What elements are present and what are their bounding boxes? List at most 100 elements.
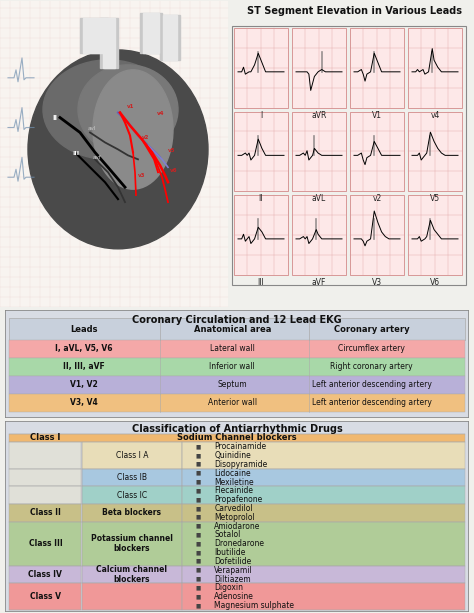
Ellipse shape [28,50,208,249]
Text: Class I A: Class I A [116,451,148,460]
Bar [143,13,159,53]
Text: Coronary Circulation and 12 Lead EKG: Coronary Circulation and 12 Lead EKG [132,315,342,325]
Bar [182,504,465,522]
Text: Disopyramide: Disopyramide [214,460,267,469]
Text: ■: ■ [196,524,201,528]
Text: v1: v1 [127,104,134,109]
Text: Quinidine: Quinidine [214,451,251,460]
Text: V6: V6 [430,278,440,287]
Text: ■: ■ [196,497,201,502]
Text: Dofetilide: Dofetilide [214,557,252,566]
Text: avl: avl [88,126,96,131]
Text: Lateral wall: Lateral wall [210,345,255,354]
Ellipse shape [78,65,178,154]
Text: v5: v5 [168,148,175,153]
Text: Class IB: Class IB [117,473,147,482]
Bar [182,522,465,566]
Text: ■: ■ [196,568,201,573]
Text: Lidocaine: Lidocaine [214,469,251,478]
Bar [83,18,105,53]
Text: Anatomical area: Anatomical area [194,325,271,333]
Text: Magnesium sulphate: Magnesium sulphate [214,601,294,610]
Bar [408,195,462,275]
Text: Verapamil: Verapamil [214,566,253,575]
Text: Left anterior descending artery: Left anterior descending artery [312,380,432,389]
Text: aVF: aVF [312,278,326,287]
Bar [182,584,465,610]
Text: Digoxin: Digoxin [214,584,243,592]
Text: ■: ■ [196,506,201,511]
FancyBboxPatch shape [5,421,469,612]
Bar [350,112,404,191]
Text: ■: ■ [196,585,201,590]
Bar [9,433,465,443]
Text: aVL: aVL [312,194,326,203]
Text: Classification of Antiarrhythmic Drugs: Classification of Antiarrhythmic Drugs [132,424,342,434]
Text: Metoprolol: Metoprolol [214,513,255,522]
Bar [163,15,177,60]
Bar [182,443,465,469]
Bar [408,112,462,191]
Text: Propafenone: Propafenone [214,495,263,504]
Bar [82,487,182,504]
Text: ST Segment Elevation in Various Leads: ST Segment Elevation in Various Leads [247,6,463,16]
Bar [82,469,182,487]
Ellipse shape [43,60,173,159]
Bar [234,28,288,108]
Text: v4: v4 [430,110,440,120]
Bar [100,18,118,68]
Text: v4: v4 [157,110,164,116]
Text: Coronary artery: Coronary artery [334,325,410,333]
Text: Left anterior descending artery: Left anterior descending artery [312,398,432,407]
Bar [0,1,228,306]
Text: ■: ■ [196,559,201,564]
Bar [9,443,82,469]
Bar [9,340,465,358]
Bar [182,487,465,504]
Text: aVR: aVR [311,110,327,120]
Bar [9,318,465,340]
Text: Sodium Channel blockers: Sodium Channel blockers [177,433,297,443]
Bar [9,504,82,522]
Text: Class IV: Class IV [28,570,62,579]
Bar [234,195,288,275]
Text: v3: v3 [138,173,146,178]
Text: V5: V5 [430,194,440,203]
Bar [232,26,466,284]
Text: Calcium channel
blockers: Calcium channel blockers [96,565,167,584]
Bar [82,522,182,566]
Bar [9,487,82,504]
Text: ■: ■ [196,444,201,449]
Text: Flecainide: Flecainide [214,486,253,495]
Text: ■: ■ [196,550,201,555]
Text: ■: ■ [196,462,201,467]
Text: ■: ■ [196,576,201,582]
Bar [9,376,465,394]
Text: Class II: Class II [30,508,61,517]
Bar [160,15,180,60]
Text: I: I [260,110,262,120]
Text: Leads: Leads [70,325,98,333]
Text: ■: ■ [196,594,201,599]
Text: Amiodarone: Amiodarone [214,522,261,531]
Text: ■: ■ [196,489,201,493]
Bar [9,469,82,487]
Bar [350,195,404,275]
Text: Beta blockers: Beta blockers [102,508,161,517]
FancyBboxPatch shape [5,310,469,418]
Bar [9,566,82,584]
Bar [292,28,346,108]
Bar [9,522,82,566]
Text: Procainamide: Procainamide [214,442,266,451]
Bar [182,566,465,584]
Ellipse shape [93,70,173,189]
Text: ■: ■ [196,515,201,520]
Bar [9,394,465,411]
Text: v2: v2 [373,194,382,203]
Text: Potassium channel
blockers: Potassium channel blockers [91,534,173,554]
Text: Right coronary artery: Right coronary artery [330,362,413,371]
Text: III: III [258,278,264,287]
Bar [408,28,462,108]
Text: Class V: Class V [30,592,61,601]
Text: V3: V3 [372,278,382,287]
